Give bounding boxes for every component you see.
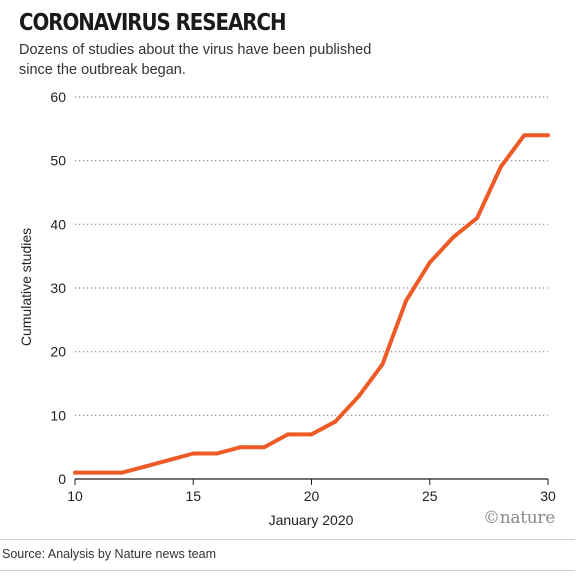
- y-tick-label: 0: [58, 471, 66, 487]
- x-tick-label: 20: [304, 488, 320, 504]
- y-tick-label: 40: [50, 216, 66, 232]
- data-point: [143, 464, 148, 469]
- data-point: [285, 432, 290, 437]
- y-tick-label: 30: [50, 280, 66, 296]
- data-point: [427, 260, 432, 265]
- x-tick-label: 30: [540, 488, 556, 504]
- bottom-divider: [0, 570, 575, 571]
- y-tick-label: 50: [50, 153, 66, 169]
- data-point: [191, 451, 196, 456]
- footer-divider: [0, 539, 575, 540]
- source-note: Source: Analysis by Nature news team: [2, 547, 216, 561]
- gridlines: [75, 96, 548, 416]
- x-tick-labels: 10 15 20 25 30: [67, 479, 556, 504]
- data-point: [73, 470, 77, 475]
- chart-title: CORONAVIRUS RESEARCH: [19, 10, 286, 36]
- x-tick-label: 25: [422, 488, 438, 504]
- x-tick-label: 10: [67, 488, 83, 504]
- data-point: [120, 470, 125, 475]
- data-point: [96, 470, 101, 475]
- data-point: [309, 432, 314, 437]
- y-axis-label: Cumulative studies: [18, 228, 34, 346]
- data-point: [167, 457, 172, 462]
- data-point: [333, 419, 338, 424]
- data-point: [522, 133, 527, 138]
- data-point: [238, 445, 243, 450]
- data-point: [262, 445, 267, 450]
- data-point: [404, 298, 409, 303]
- data-point: [498, 165, 503, 170]
- data-point: [451, 235, 456, 240]
- y-tick-label: 10: [50, 407, 66, 423]
- series-line-cumulative-studies: [75, 133, 548, 475]
- data-point: [546, 133, 550, 138]
- chart-subtitle: Dozens of studies about the virus have b…: [19, 42, 372, 78]
- nature-logo: ©nature: [483, 508, 555, 528]
- y-tick-label: 60: [50, 89, 66, 105]
- series-group: [73, 133, 550, 475]
- data-point: [214, 451, 219, 456]
- data-point: [356, 394, 361, 399]
- y-tick-label: 20: [50, 344, 66, 360]
- x-axis-label: January 2020: [269, 512, 354, 528]
- data-point: [475, 215, 480, 220]
- data-point: [380, 362, 385, 367]
- y-tick-labels: 0 10 20 30 40 50 60: [50, 89, 66, 487]
- x-tick-label: 15: [185, 488, 201, 504]
